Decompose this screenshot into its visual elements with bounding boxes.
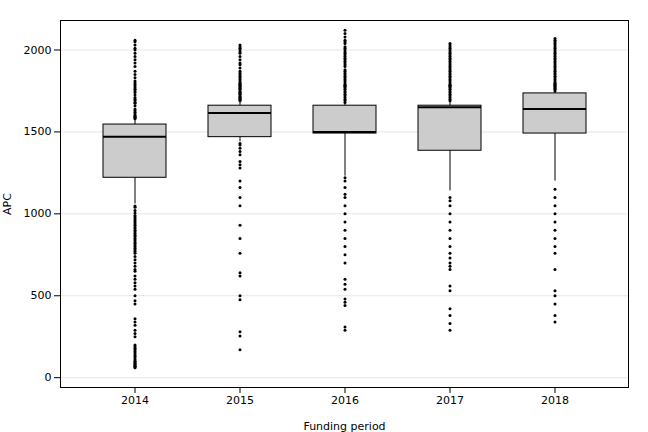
svg-text:2018: 2018: [541, 394, 569, 407]
svg-text:2017: 2017: [436, 394, 464, 407]
svg-text:2014: 2014: [121, 394, 149, 407]
svg-text:500: 500: [31, 289, 52, 302]
svg-text:2016: 2016: [331, 394, 359, 407]
svg-text:APC: APC: [1, 193, 14, 215]
svg-text:2015: 2015: [226, 394, 254, 407]
svg-text:2000: 2000: [24, 44, 52, 57]
svg-text:1500: 1500: [24, 125, 52, 138]
svg-text:0: 0: [45, 371, 52, 384]
svg-text:Funding period: Funding period: [303, 420, 385, 432]
svg-text:1000: 1000: [24, 207, 52, 220]
